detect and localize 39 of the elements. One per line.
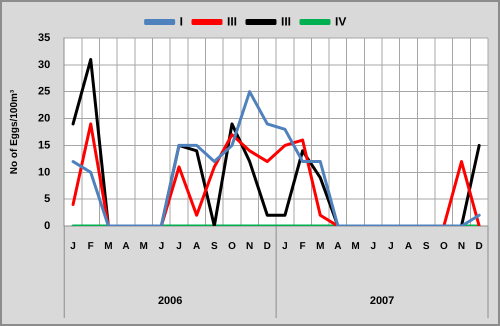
legend-label: III (281, 14, 292, 28)
x-tick-label: J (158, 240, 164, 252)
y-tick-label: 35 (38, 32, 50, 44)
y-tick-label: 0 (44, 220, 50, 232)
y-tick-label: 30 (38, 58, 50, 71)
x-tick-label: A (334, 240, 342, 252)
x-tick-label: A (193, 240, 200, 252)
x-tick-label: A (404, 240, 412, 252)
x-tick-label: F (88, 240, 94, 252)
x-tick-label: M (104, 240, 113, 252)
text: 2007 (370, 295, 394, 308)
x-tick-label: O (440, 240, 448, 252)
y-tick-label: 25 (38, 86, 50, 98)
y-tick-label: 5 (44, 193, 50, 206)
x-tick-label: M (140, 240, 148, 252)
x-tick-label: O (228, 240, 236, 252)
x-tick-label: S (210, 240, 218, 252)
x-tick-label: J (176, 240, 182, 252)
x-tick-label: S (422, 240, 430, 252)
y-axis-title: No of Eggs/100m³ (8, 89, 20, 174)
y-tick-label: 20 (38, 112, 50, 125)
y-tick-label: 15 (38, 139, 50, 152)
x-tick-label: J (388, 240, 394, 252)
x-tick-label: N (458, 240, 466, 252)
y-tick-label: 10 (38, 166, 50, 178)
x-tick-label: J (370, 240, 376, 252)
legend-label: III (226, 14, 238, 28)
x-tick-label: M (351, 240, 360, 252)
x-tick-label: F (300, 240, 306, 252)
text: 2006 (158, 295, 182, 308)
x-tick-label: N (246, 240, 254, 252)
legend-label: IV (335, 14, 346, 28)
x-tick-label: J (282, 240, 288, 252)
x-tick-label: J (70, 240, 76, 252)
x-tick-label: A (122, 240, 130, 252)
legend-label: I (180, 14, 184, 28)
x-tick-label: D (476, 240, 483, 252)
x-tick-label: M (316, 240, 324, 252)
x-tick-label: D (264, 240, 271, 252)
